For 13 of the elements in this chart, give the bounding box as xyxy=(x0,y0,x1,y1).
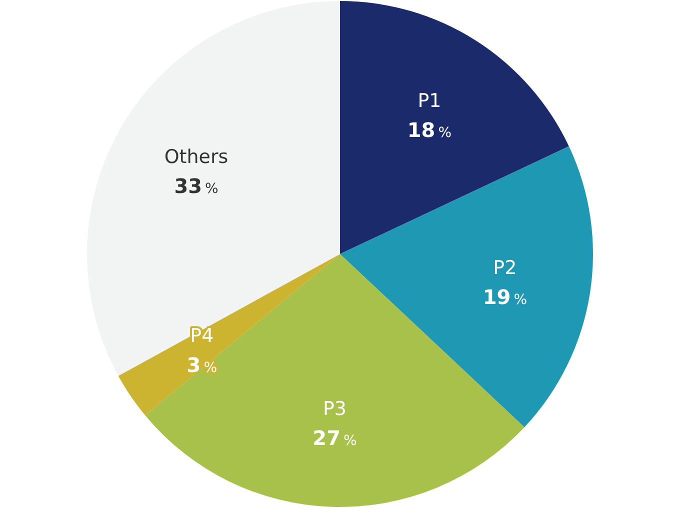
data-label: 33% xyxy=(174,174,218,198)
pie-slice xyxy=(340,1,569,254)
data-label: 3% xyxy=(186,352,218,377)
slice-label: P3 xyxy=(322,398,347,420)
pie-slice xyxy=(87,1,340,376)
data-label: 27% xyxy=(312,426,357,450)
slice-label: P2 xyxy=(493,257,517,280)
pie-slice xyxy=(145,254,524,507)
slice-label: P4 xyxy=(190,324,214,347)
slice-label: Others xyxy=(164,146,228,168)
slice-label: P1 xyxy=(418,90,442,112)
data-label: 18% xyxy=(407,118,452,142)
data-label: 19% xyxy=(482,285,527,310)
